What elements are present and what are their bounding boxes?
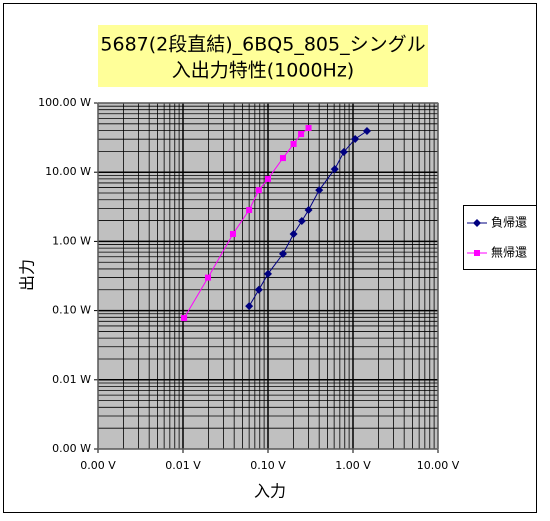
plot-border bbox=[97, 102, 439, 450]
marker bbox=[265, 175, 271, 182]
legend-label: 無帰還 bbox=[491, 245, 527, 260]
legend-label: 負帰還 bbox=[491, 216, 527, 230]
x-tick-label: 1.00 V bbox=[335, 459, 371, 472]
chart-title: 5687(2段直結)_6BQ5_805_シングル bbox=[100, 34, 425, 56]
marker bbox=[474, 250, 480, 256]
marker bbox=[255, 187, 262, 194]
marker bbox=[246, 207, 253, 214]
y-tick-label: 0.01 W bbox=[52, 373, 91, 386]
y-tick-label: 10.00 W bbox=[45, 165, 91, 178]
marker bbox=[264, 269, 272, 278]
marker bbox=[339, 147, 348, 156]
marker bbox=[305, 125, 312, 132]
legend-box bbox=[463, 205, 537, 270]
y-axis-label: 出力 bbox=[18, 259, 37, 291]
y-tick-label: 1.00 W bbox=[52, 234, 91, 247]
marker bbox=[279, 155, 286, 162]
marker bbox=[245, 302, 254, 311]
marker bbox=[298, 131, 305, 138]
marker bbox=[205, 274, 212, 281]
marker bbox=[254, 285, 263, 294]
marker bbox=[297, 217, 306, 226]
y-tick-label: 100.00 W bbox=[38, 96, 91, 109]
marker bbox=[278, 249, 287, 258]
marker bbox=[289, 229, 298, 238]
series-line bbox=[248, 130, 368, 307]
x-axis-label: 入力 bbox=[254, 482, 286, 501]
marker bbox=[315, 186, 324, 195]
marker bbox=[330, 165, 339, 174]
marker bbox=[351, 134, 360, 143]
x-tick-label: 0.01 V bbox=[165, 459, 201, 472]
marker bbox=[290, 140, 297, 147]
title-box bbox=[98, 25, 428, 87]
y-tick-label: 0.00 W bbox=[52, 442, 91, 455]
y-tick-label: 0.10 W bbox=[52, 304, 91, 317]
x-tick-label: 0.00 V bbox=[80, 459, 116, 472]
x-tick-label: 10.00 V bbox=[417, 459, 460, 472]
marker bbox=[362, 126, 371, 135]
series-line bbox=[183, 127, 309, 319]
marker bbox=[473, 219, 481, 227]
marker bbox=[181, 315, 188, 322]
marker bbox=[229, 230, 236, 237]
x-tick-label: 0.10 V bbox=[250, 459, 286, 472]
chart-title: 入出力特性(1000Hz) bbox=[172, 60, 354, 82]
marker bbox=[304, 206, 313, 215]
